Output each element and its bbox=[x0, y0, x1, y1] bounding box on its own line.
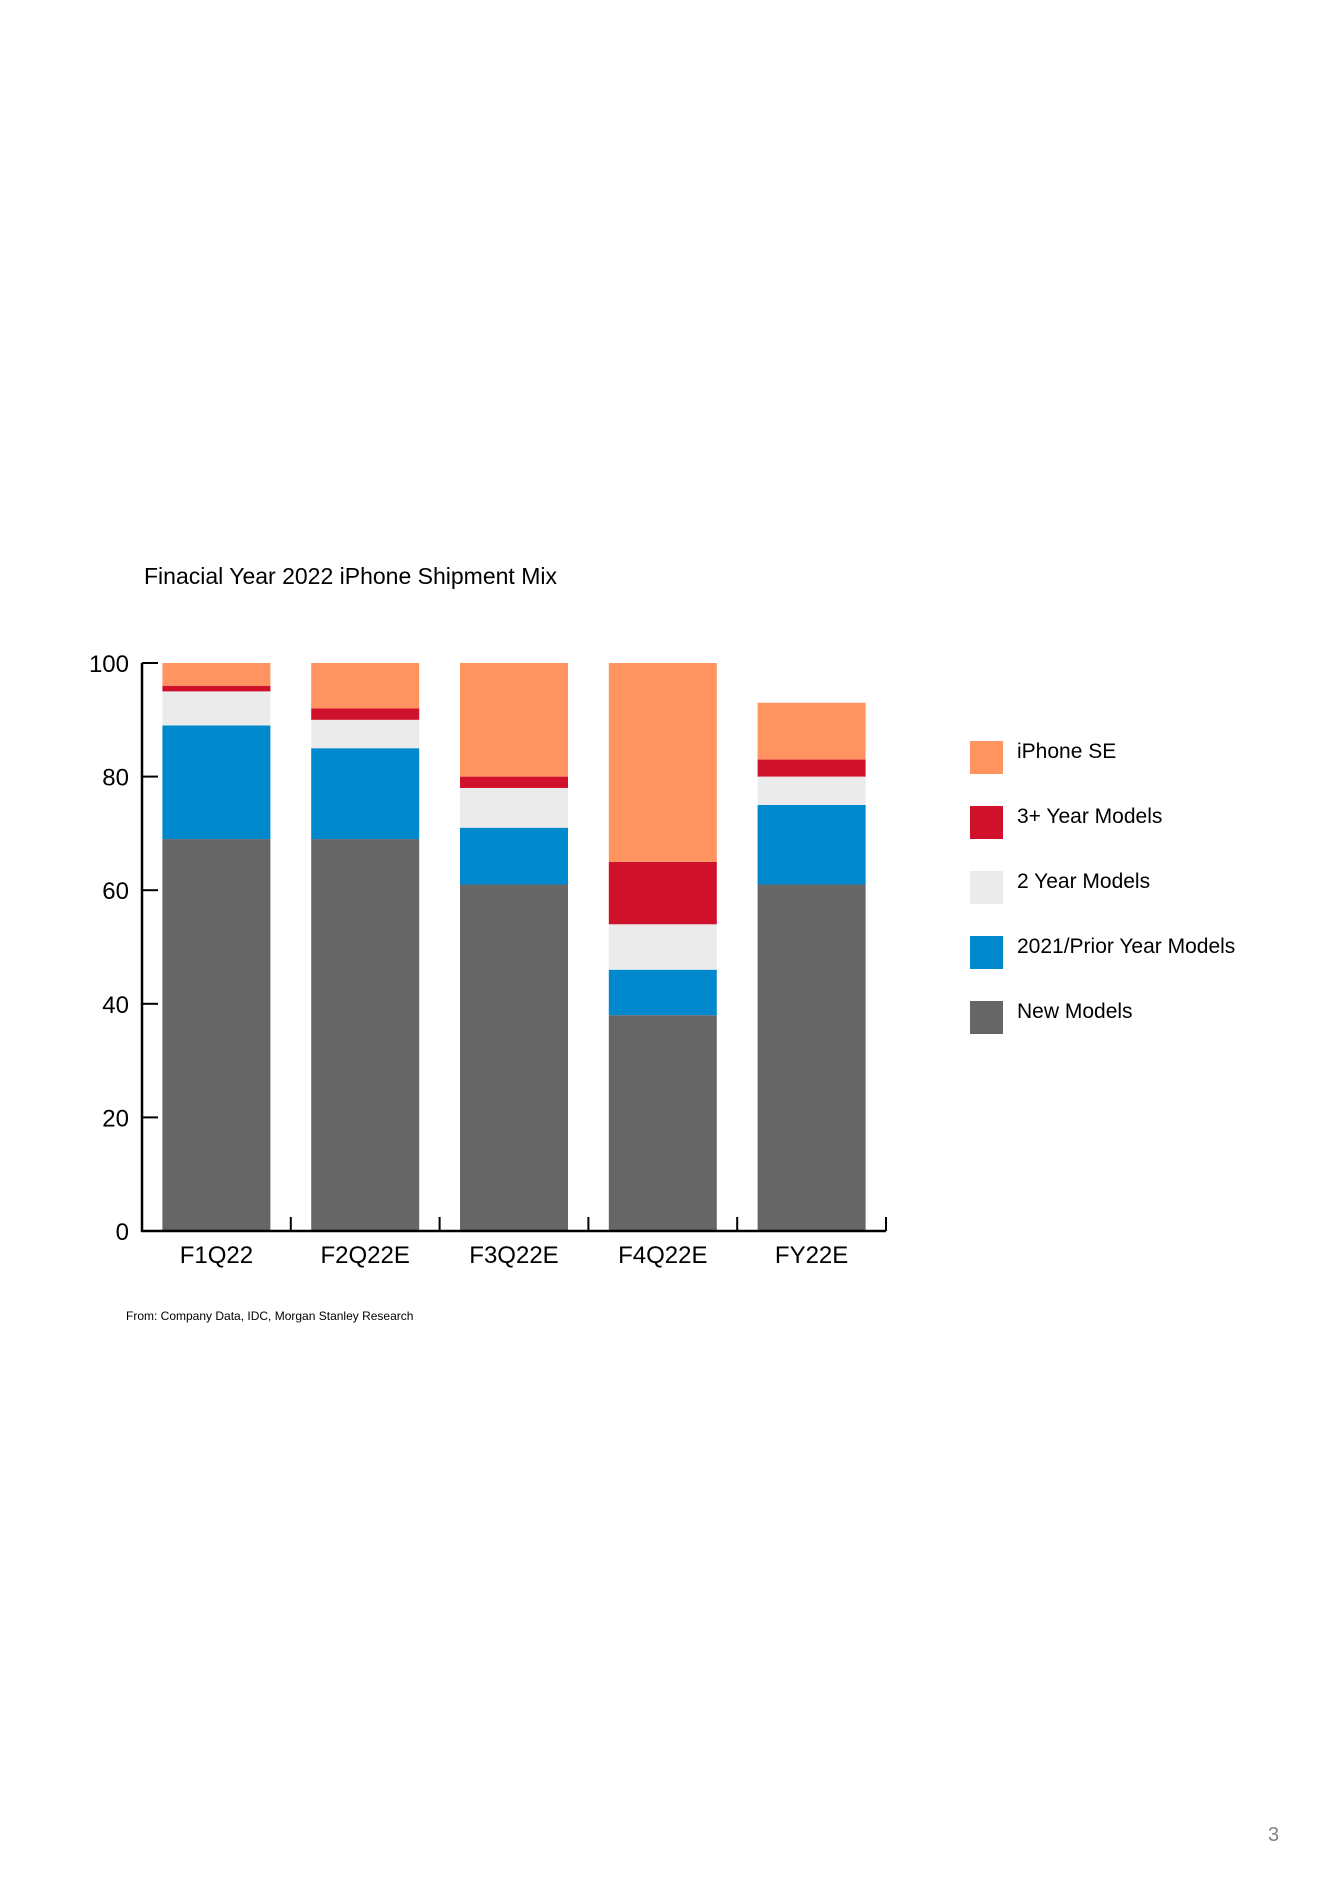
x-tick-label-f3q22e: F3Q22E bbox=[469, 1242, 558, 1269]
x-tick-label-fy22e: FY22E bbox=[775, 1242, 848, 1269]
legend-label-new-models: New Models bbox=[1017, 1000, 1133, 1023]
x-tick-label-f4q22e: F4Q22E bbox=[618, 1242, 707, 1269]
legend-label-2-year-models: 2 Year Models bbox=[1017, 870, 1150, 893]
bar-f4q22e-iphone-se bbox=[608, 663, 717, 862]
bars-group bbox=[162, 663, 866, 1231]
legend-label-3-year-models: 3+ Year Models bbox=[1017, 805, 1162, 828]
legend-swatch-iphone-se bbox=[970, 741, 1003, 774]
legend-label-2021-prior-year-models: 2021/Prior Year Models bbox=[1017, 935, 1235, 958]
bar-f2q22e-new-models bbox=[311, 839, 420, 1231]
bar-f4q22e-2-year-models bbox=[608, 924, 717, 970]
y-tick-label-40: 40 bbox=[102, 992, 129, 1019]
bar-f2q22e-iphone-se bbox=[311, 663, 420, 709]
tick-labels-group: 0 20 40 60 80 100 F1Q22 F2Q22E F3Q22E F4Q22E FY22E bbox=[89, 651, 848, 1269]
legend-swatch-3-year-models bbox=[970, 806, 1003, 839]
bar-f3q22e-iphone-se bbox=[460, 663, 568, 777]
y-tick-label-100: 100 bbox=[89, 651, 129, 678]
bar-fy22e-2-year-models bbox=[757, 776, 866, 805]
bar-f2q22e-2021-prior-year-models bbox=[311, 748, 420, 840]
bar-f1q22-iphone-se bbox=[162, 663, 271, 686]
x-tick-label-f1q22: F1Q22 bbox=[180, 1242, 253, 1269]
bar-f2q22e-3-year-models bbox=[311, 708, 420, 720]
bar-f3q22e-2-year-models bbox=[460, 787, 568, 828]
bar-f1q22-new-models bbox=[162, 839, 271, 1231]
y-tick-label-80: 80 bbox=[102, 765, 129, 792]
bar-f3q22e-new-models bbox=[460, 884, 568, 1231]
bar-f4q22e-3-year-models bbox=[608, 861, 717, 925]
bar-fy22e-new-models bbox=[757, 884, 866, 1231]
bar-f4q22e-new-models bbox=[608, 1015, 717, 1231]
bar-f4q22e-2021-prior-year-models bbox=[608, 969, 717, 1016]
legend-swatch-new-models bbox=[970, 1001, 1003, 1034]
y-tick-label-60: 60 bbox=[102, 878, 129, 905]
bar-f1q22-2021-prior-year-models bbox=[162, 725, 271, 840]
bar-f3q22e-3-year-models bbox=[460, 776, 568, 788]
bar-fy22e-2021-prior-year-models bbox=[757, 805, 866, 885]
chart-title: Finacial Year 2022 iPhone Shipment Mix bbox=[144, 563, 557, 589]
bar-f1q22-3-year-models bbox=[162, 685, 271, 692]
legend-swatch-2-year-models bbox=[970, 871, 1003, 904]
axes-group bbox=[140, 662, 887, 1233]
y-tick-label-0: 0 bbox=[116, 1219, 129, 1246]
page-number: 3 bbox=[1268, 1824, 1280, 1846]
source-note: From: Company Data, IDC, Morgan Stanley … bbox=[126, 1309, 414, 1323]
bar-fy22e-iphone-se bbox=[757, 702, 866, 760]
x-tick-label-f2q22e: F2Q22E bbox=[321, 1242, 410, 1269]
bar-f2q22e-2-year-models bbox=[311, 719, 420, 749]
legend-swatch-2021-prior-year-models bbox=[970, 936, 1003, 969]
legend-group: iPhone SE 3+ Year Models 2 Year Models 2021… bbox=[970, 740, 1235, 1034]
bar-fy22e-3-year-models bbox=[757, 759, 866, 777]
legend-label-iphone-se: iPhone SE bbox=[1017, 740, 1116, 763]
bar-f3q22e-2021-prior-year-models bbox=[460, 827, 568, 885]
y-tick-label-20: 20 bbox=[102, 1105, 129, 1132]
bar-f1q22-2-year-models bbox=[162, 691, 271, 726]
